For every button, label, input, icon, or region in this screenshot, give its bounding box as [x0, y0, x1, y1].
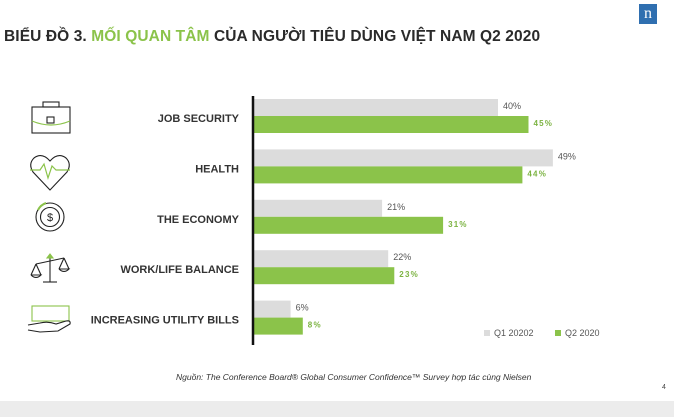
bar-q2	[254, 116, 529, 133]
heart-pulse-icon	[30, 155, 70, 191]
data-label-q1: 49%	[558, 151, 576, 161]
category-label: HEALTH	[195, 163, 239, 175]
hand-bill-icon	[27, 305, 71, 333]
dollar-coin-icon: $	[35, 202, 65, 232]
title-highlight: MỐI QUAN TÂM	[91, 28, 210, 45]
bar-q2	[254, 267, 395, 285]
data-label-q2: 31%	[448, 220, 468, 229]
category-label: WORK/LIFE BALANCE	[120, 264, 239, 276]
nielsen-logo: n	[639, 4, 657, 24]
bar-q1	[254, 300, 291, 318]
data-label-q1: 40%	[503, 101, 521, 111]
category-label: THE ECONOMY	[157, 214, 240, 226]
category-label: JOB SECURITY	[158, 113, 240, 125]
page-title: BIỂU ĐỒ 3. MỐI QUAN TÂM CỦA NGƯỜI TIÊU D…	[4, 28, 540, 46]
title-suffix: CỦA NGƯỜI TIÊU DÙNG VIỆT NAM Q2 2020	[209, 28, 541, 45]
page-number: 4	[662, 384, 666, 391]
data-label-q2: 45%	[534, 119, 554, 128]
data-label-q1: 22%	[393, 252, 411, 262]
bar-q1	[254, 199, 383, 217]
bar-q2	[254, 166, 523, 184]
legend-swatch-q1	[484, 330, 490, 336]
data-label-q2: 44%	[527, 169, 547, 178]
bar-q1	[254, 250, 389, 268]
balance-scale-icon	[30, 253, 71, 283]
legend: Q1 20202 Q2 2020	[484, 328, 600, 338]
data-label-q1: 21%	[387, 202, 405, 212]
bar-q2	[254, 216, 444, 234]
legend-swatch-q2	[555, 330, 561, 336]
bottom-band	[0, 401, 674, 417]
source-footnote: Nguồn: The Conference Board® Global Cons…	[176, 372, 532, 382]
data-label-q2: 23%	[399, 270, 419, 279]
legend-label-q2: Q2 2020	[565, 328, 600, 338]
bars-group: JOB SECURITY 40% 45% HEALTH 49% 44% THE ECONOM…	[91, 99, 576, 335]
briefcase-icon	[31, 101, 71, 134]
svg-text:$: $	[47, 212, 53, 224]
bar-q1	[254, 99, 498, 116]
bar-q1	[254, 149, 553, 167]
data-label-q2: 8%	[308, 321, 322, 330]
category-label: INCREASING UTILITY BILLS	[91, 315, 239, 327]
legend-label-q1: Q1 20202	[494, 328, 534, 338]
bar-q2	[254, 317, 303, 335]
title-prefix: BIỂU ĐỒ 3.	[4, 28, 92, 45]
data-label-q1: 6%	[296, 303, 309, 313]
